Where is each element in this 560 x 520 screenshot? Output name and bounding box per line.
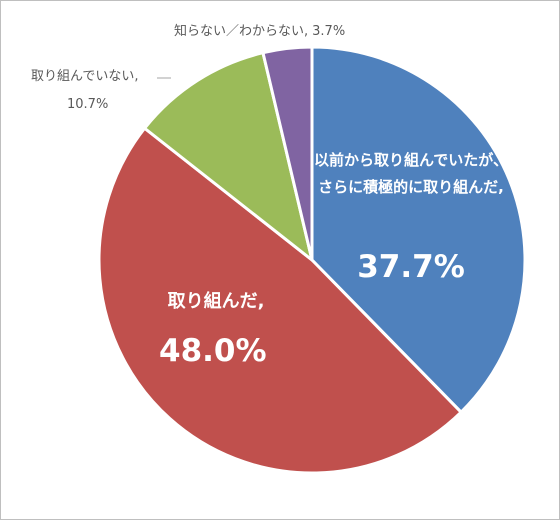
category-label: 知らない／わからない, [174, 23, 308, 39]
pie-slice [310, 45, 527, 415]
value-label: 37.7% [357, 249, 465, 285]
slice-label: 取り組んだ, [167, 291, 265, 312]
value-label: 10.7% [67, 97, 108, 112]
slice-label: 知らない／わからない, 3.7% [174, 23, 345, 39]
slice-label: 以前から取り組んでいたが、さらに積極的に取り組んだ, [314, 151, 508, 196]
pie-slice [261, 45, 314, 261]
slice-label: 取り組んでいない, [31, 69, 138, 84]
value-label: 3.7% [312, 24, 345, 39]
category-label: 取り組んでいない, [31, 69, 138, 84]
value-label: 48.0% [159, 333, 267, 369]
pie-slice [142, 50, 315, 264]
pie-slice [97, 126, 464, 475]
